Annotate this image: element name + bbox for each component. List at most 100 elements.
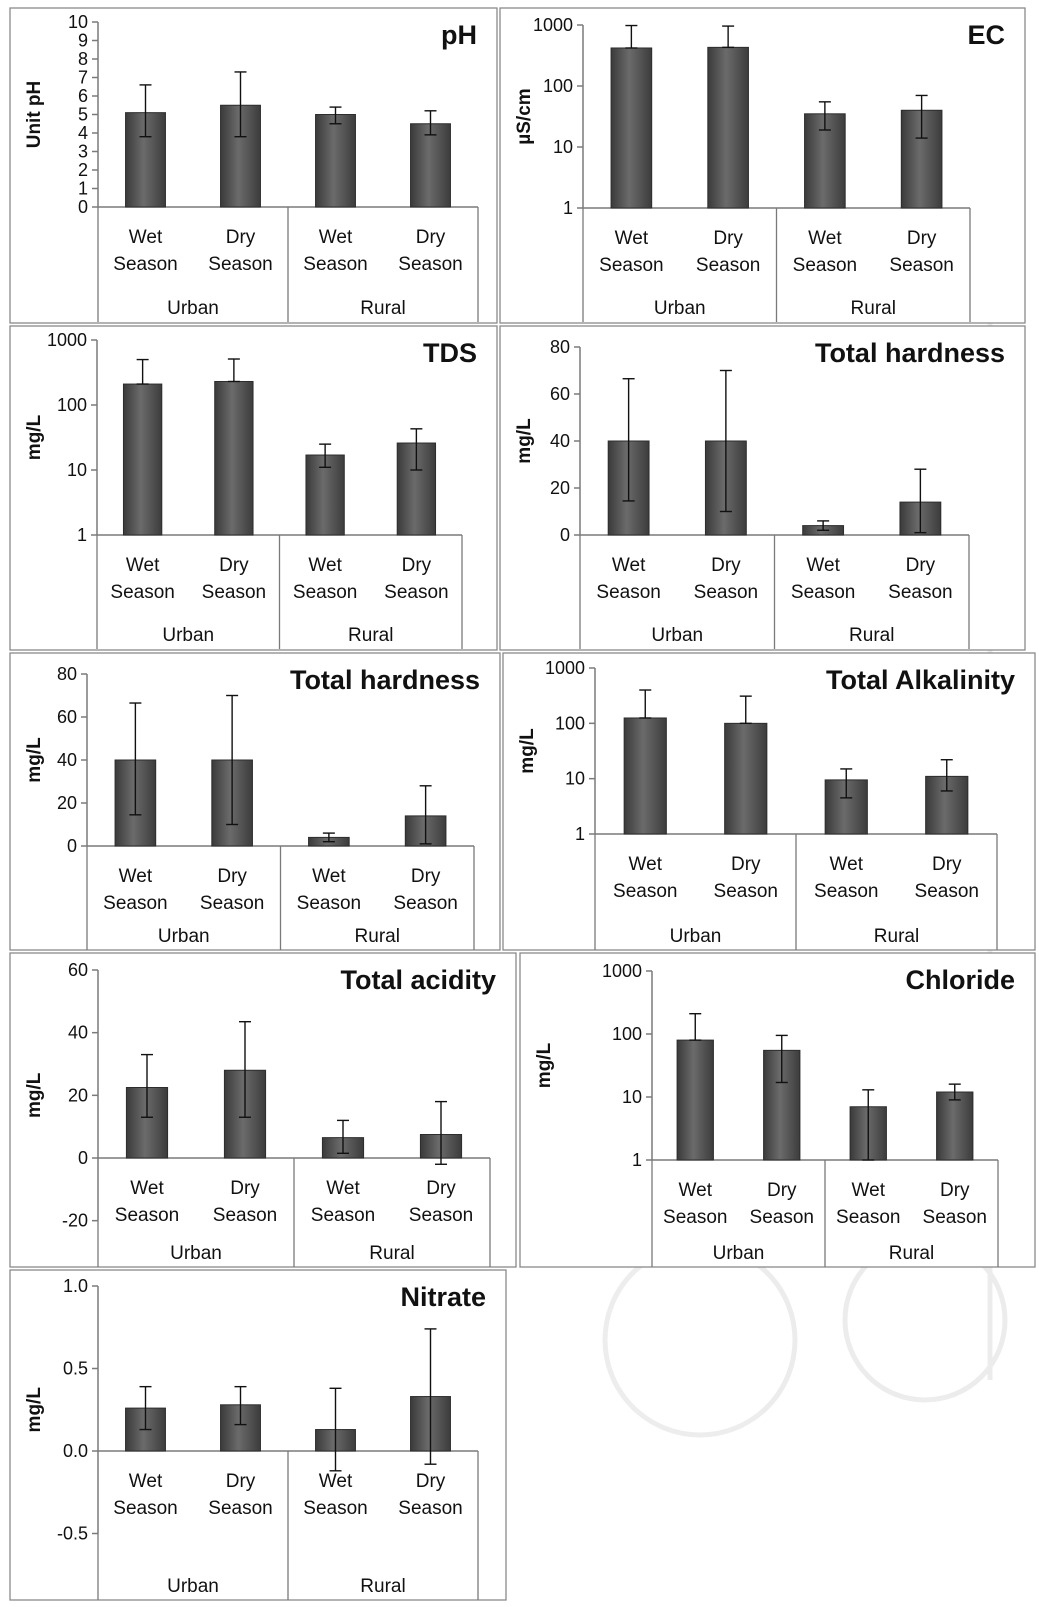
y-axis-label: mg/L <box>534 1042 555 1088</box>
data-bar <box>623 717 667 835</box>
y-tick-label: 10 <box>68 12 88 32</box>
chart-panel: 0 20 40 60 80 Wet Season Dry Season Wet Season Dry S… <box>499 325 1026 651</box>
y-tick-label: 0 <box>78 1148 88 1168</box>
data-bar <box>936 1091 974 1161</box>
chart-panel: 0 20 40 60 80 Wet Season Dry Season Wet Season Dry S… <box>9 652 501 951</box>
x-category-label: Wet Season <box>793 228 857 276</box>
x-category-label: Wet Season <box>599 228 663 276</box>
x-group-label: Rural <box>369 1243 414 1264</box>
y-tick-label: 2 <box>78 160 88 180</box>
x-group-label: Urban <box>651 625 703 646</box>
x-category-label: Wet Season <box>814 854 878 902</box>
x-category-label: Dry Season <box>409 1178 473 1226</box>
x-category-label: Wet Season <box>103 866 167 914</box>
y-tick-label: 1.0 <box>63 1276 88 1296</box>
panel-border <box>499 325 1026 651</box>
chart-panel: 1 10 100 1000 Wet Season Dry Season Wet Season Dry… <box>9 325 498 651</box>
y-tick-label: 0 <box>67 836 77 856</box>
x-category-label: Dry Season <box>696 228 760 276</box>
x-group-label: Rural <box>889 1243 934 1264</box>
y-tick-label: 1 <box>632 1150 642 1170</box>
chart-title: EC <box>967 20 1005 50</box>
x-category-label: Wet Season <box>311 1178 375 1226</box>
x-category-label: Dry Season <box>889 228 953 276</box>
y-tick-label: 60 <box>550 384 570 404</box>
chart-title: Chloride <box>905 965 1015 995</box>
y-axis-label: mg/L <box>514 418 535 464</box>
x-group-label: Rural <box>849 625 894 646</box>
chart-title: Total Alkalinity <box>826 665 1015 695</box>
y-tick-label: -20 <box>62 1211 88 1231</box>
x-category-label: Wet Season <box>303 1471 367 1519</box>
y-tick-label: 6 <box>78 86 88 106</box>
data-bar <box>214 380 254 536</box>
y-tick-label: 60 <box>57 707 77 727</box>
x-group-label: Rural <box>851 298 896 319</box>
y-tick-label: 1 <box>575 824 585 844</box>
y-tick-label: -0.5 <box>57 1524 88 1544</box>
x-category-label: Dry Season <box>915 854 979 902</box>
y-tick-label: 10 <box>67 460 87 480</box>
y-axis-label: mg/L <box>24 414 45 460</box>
x-group-label: Urban <box>713 1243 765 1264</box>
chart-panel: -20 0 20 40 60 Wet Season Dry Season Wet Season Dry… <box>9 952 517 1268</box>
x-category-label: Wet Season <box>110 555 174 603</box>
y-tick-label: 40 <box>68 1023 88 1043</box>
x-category-label: Dry Season <box>384 555 448 603</box>
x-category-label: Wet Season <box>791 555 855 603</box>
chart-title: Nitrate <box>400 1282 486 1312</box>
data-bar <box>305 454 345 536</box>
data-bar <box>724 722 768 835</box>
y-axis-label: µS/cm <box>514 88 535 144</box>
y-axis-label: Unit pH <box>24 81 45 149</box>
y-tick-label: 7 <box>78 68 88 88</box>
x-category-label: Dry Season <box>750 1180 814 1228</box>
y-tick-label: 1000 <box>533 15 573 35</box>
chart-panel: 1 10 100 1000 Wet Season Dry Season Wet Season Dry… <box>499 7 1026 324</box>
x-category-label: Wet Season <box>596 555 660 603</box>
x-category-label: Dry Season <box>888 555 952 603</box>
x-group-label: Urban <box>670 926 722 947</box>
x-category-label: Dry Season <box>208 227 272 275</box>
chart-title: Total hardness <box>815 338 1005 368</box>
x-group-label: Urban <box>170 1243 222 1264</box>
data-bar <box>707 46 749 209</box>
data-bar <box>122 383 163 536</box>
x-group-label: Urban <box>167 298 219 319</box>
panel-border <box>9 652 501 951</box>
x-category-label: Wet Season <box>836 1180 900 1228</box>
y-tick-label: 1000 <box>602 961 642 981</box>
x-group-label: Urban <box>654 298 706 319</box>
x-category-label: Wet Season <box>297 866 361 914</box>
y-tick-label: 0 <box>560 525 570 545</box>
x-category-label: Wet Season <box>293 555 357 603</box>
y-tick-label: 0.0 <box>63 1441 88 1461</box>
x-category-label: Dry Season <box>202 555 266 603</box>
data-bar <box>410 123 451 208</box>
y-tick-label: 1 <box>563 198 573 218</box>
y-tick-label: 10 <box>553 137 573 157</box>
x-category-label: Wet Season <box>303 227 367 275</box>
x-category-label: Wet Season <box>113 1471 177 1519</box>
y-tick-label: 10 <box>565 769 585 789</box>
x-category-label: Wet Season <box>115 1178 179 1226</box>
y-tick-label: 80 <box>550 337 570 357</box>
x-group-label: Urban <box>162 625 214 646</box>
chart-panel: 1 10 100 1000 Wet Season Dry Season Wet Season Dry… <box>502 652 1036 951</box>
x-category-label: Dry Season <box>393 866 457 914</box>
y-tick-label: 100 <box>555 713 585 733</box>
data-bar <box>220 104 261 208</box>
y-axis-label: mg/L <box>517 728 538 774</box>
y-tick-label: 100 <box>543 76 573 96</box>
x-category-label: Dry Season <box>923 1180 987 1228</box>
x-category-label: Dry Season <box>208 1471 272 1519</box>
x-category-label: Wet Season <box>613 854 677 902</box>
x-category-label: Dry Season <box>714 854 778 902</box>
chart-title: Total hardness <box>290 665 480 695</box>
y-tick-label: 1 <box>77 525 87 545</box>
x-category-label: Wet Season <box>113 227 177 275</box>
y-tick-label: 3 <box>78 142 88 162</box>
chart-title: pH <box>441 20 477 50</box>
